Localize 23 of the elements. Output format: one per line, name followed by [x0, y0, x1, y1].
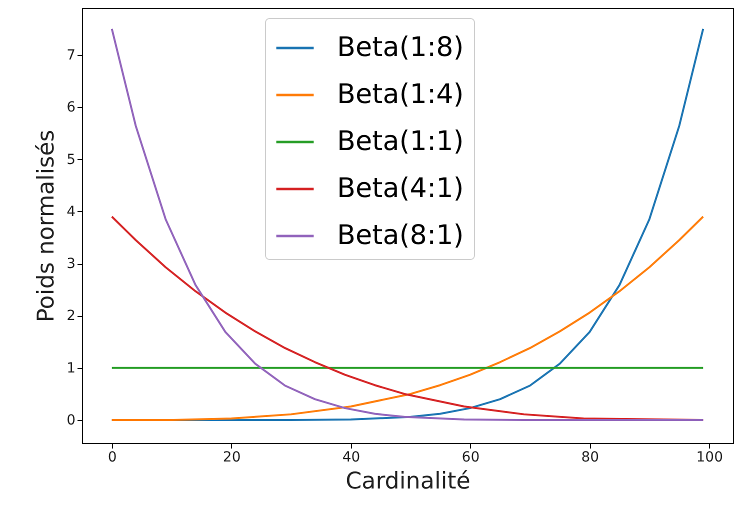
y-axis-title: Poids normalisés: [34, 130, 60, 322]
y-tick-label: 5: [66, 152, 76, 168]
y-tick-label: 6: [66, 100, 76, 116]
x-tick-label: 60: [462, 450, 480, 466]
y-tick-label: 7: [66, 47, 76, 64]
x-tick-label: 80: [581, 450, 600, 466]
y-tick-label: 0: [66, 412, 76, 429]
y-tick-label: 3: [66, 256, 76, 272]
legend-label: Beta(1:4): [337, 79, 464, 110]
x-tick-label: 40: [342, 450, 360, 466]
x-tick-label: 100: [696, 450, 723, 466]
y-tick-label: 2: [66, 308, 76, 324]
x-tick-label: 20: [222, 450, 241, 466]
y-tick-label: 1: [66, 360, 76, 376]
line-series: [110, 28, 704, 422]
x-tick-label: 0: [108, 450, 117, 466]
y-tick-label: 4: [66, 204, 76, 220]
legend-label: Beta(1:1): [337, 126, 464, 157]
legend-label: Beta(8:1): [337, 220, 464, 251]
line-series: [110, 216, 704, 422]
legend-label: Beta(1:8): [337, 32, 464, 63]
legend-label: Beta(4:1): [337, 173, 464, 204]
x-axis-title: Cardinalité: [346, 468, 470, 494]
